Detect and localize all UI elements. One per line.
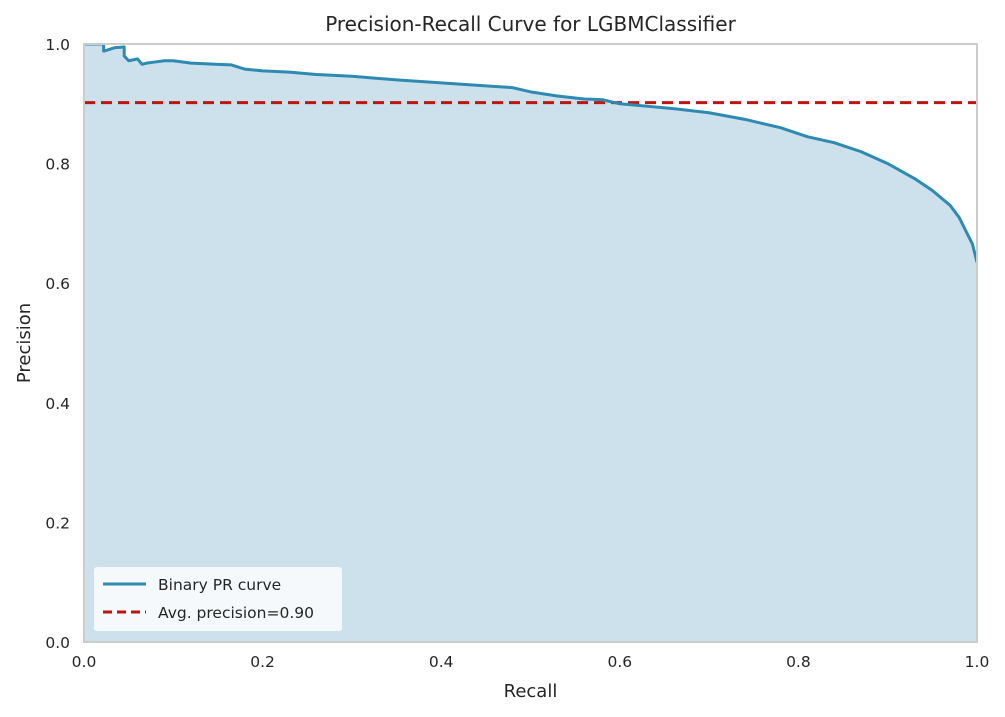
legend-label-avg-precision: Avg. precision=0.90 xyxy=(158,604,314,622)
legend-label-pr-curve: Binary PR curve xyxy=(158,576,281,594)
x-tick-label: 0.4 xyxy=(429,653,454,671)
pr-curve-line xyxy=(84,44,977,263)
plot-frame xyxy=(83,43,978,643)
x-axis-label: Recall xyxy=(504,681,558,702)
y-tick-label: 0.4 xyxy=(45,395,70,413)
y-tick-label: 1.0 xyxy=(45,36,70,54)
x-tick-label: 0.8 xyxy=(786,653,811,671)
x-tick-label: 0.0 xyxy=(72,653,97,671)
y-tick-label: 0.2 xyxy=(45,514,70,532)
chart-title: Precision-Recall Curve for LGBMClassifie… xyxy=(325,12,736,36)
y-tick-label: 0.0 xyxy=(45,634,70,652)
plot-area xyxy=(83,43,978,643)
legend-box xyxy=(94,567,342,631)
x-tick-label: 0.2 xyxy=(250,653,275,671)
x-axis-ticks: 0.0 0.2 0.4 0.6 0.8 1.0 xyxy=(72,653,990,671)
y-tick-label: 0.6 xyxy=(45,275,70,293)
legend: Binary PR curve Avg. precision=0.90 xyxy=(94,567,342,631)
pr-curve-fill xyxy=(84,44,977,642)
y-axis-label: Precision xyxy=(14,303,35,383)
x-tick-label: 1.0 xyxy=(965,653,990,671)
y-tick-label: 0.8 xyxy=(45,156,70,174)
x-tick-label: 0.6 xyxy=(607,653,632,671)
y-axis-ticks: 0.0 0.2 0.4 0.6 0.8 1.0 xyxy=(45,36,70,652)
